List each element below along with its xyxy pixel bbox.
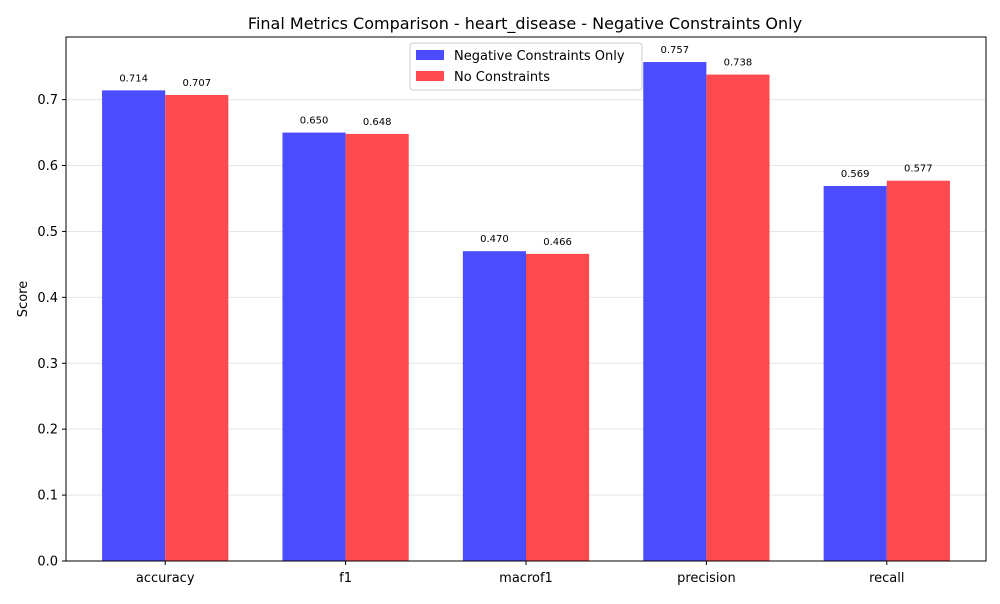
axes: 0.0 0.1 0.2 0.3 0.4 0.5 0.6 0.7 accuracy f1 macrof… [37,36,987,586]
data-label: 0.650 [300,116,329,127]
y-tick-label: 0.0 [37,555,58,570]
y-tick-label: 0.4 [37,291,58,306]
data-label: 0.569 [841,169,870,180]
x-tick-label: macrof1 [499,571,553,586]
legend-label: Negative Constraints Only [454,49,625,64]
y-tick-label: 0.2 [37,423,58,438]
bar-negative-constraints-accuracy [102,90,166,562]
bar-negative-constraints-macrof1 [462,251,526,561]
legend-box [409,42,643,91]
data-label: 0.466 [543,237,572,248]
bar-negative-constraints-f1 [282,132,346,561]
data-label: 0.757 [661,45,690,56]
bar-no-constraints-f1 [345,133,409,561]
y-axis-label: Score [16,281,31,317]
x-tick-label: recall [869,571,904,586]
legend: Negative Constraints Only No Constraints [409,42,643,91]
y-tick-label: 0.6 [37,159,58,174]
bar-negative-constraints-precision [643,62,707,561]
x-tick-label: precision [677,571,736,586]
y-tick-label: 0.7 [37,93,58,108]
bar-negative-constraints-recall [823,185,887,562]
bar-no-constraints-precision [706,74,770,561]
data-label: 0.738 [724,58,753,69]
data-label: 0.577 [904,164,933,175]
bar-no-constraints-macrof1 [526,253,590,561]
bar-no-constraints-accuracy [165,95,229,562]
y-tick-label: 0.5 [37,225,58,240]
y-tick-label: 0.3 [37,357,58,372]
x-tick-label: f1 [339,571,352,586]
chart-title: Final Metrics Comparison - heart_disease… [248,14,802,34]
data-label: 0.714 [119,73,148,84]
plot-frame [65,36,987,562]
bars [102,62,950,562]
data-label: 0.470 [480,234,509,245]
legend-label: No Constraints [454,70,550,85]
data-labels: 0.714 0.707 0.650 0.648 0.470 0.466 0.757 0.738… [119,45,932,248]
x-tick-label: accuracy [136,571,195,586]
legend-swatch [416,71,444,81]
y-tick-label: 0.1 [37,489,58,504]
data-label: 0.707 [182,78,211,89]
bar-no-constraints-recall [886,180,950,561]
legend-swatch [416,50,444,60]
data-label: 0.648 [363,117,392,128]
